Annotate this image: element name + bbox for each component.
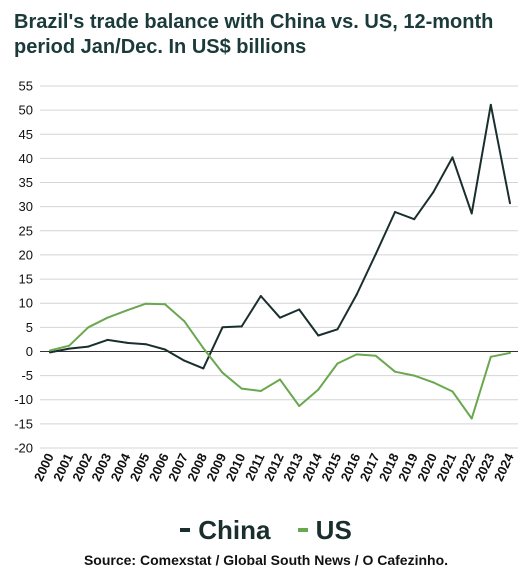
data-point-china xyxy=(509,202,511,205)
data-point-us xyxy=(221,371,224,374)
legend-swatch-china xyxy=(180,528,191,532)
data-point-us xyxy=(509,351,511,354)
x-tick-label: 2024 xyxy=(491,450,517,483)
data-point-china xyxy=(202,367,205,370)
legend: China US xyxy=(0,508,532,546)
series-line-us xyxy=(49,302,511,420)
y-tick-label: 25 xyxy=(19,223,33,238)
data-point-china xyxy=(489,103,492,106)
data-point-us xyxy=(394,370,396,373)
data-point-us xyxy=(355,353,358,356)
legend-label-china: China xyxy=(198,514,271,545)
y-tick-label: 0 xyxy=(26,344,33,359)
legend-label-us: US xyxy=(315,514,352,545)
x-axis-ticks: 2000200120022003200420052006200720082009… xyxy=(31,450,517,483)
data-point-us xyxy=(106,316,109,319)
legend-item-us: US xyxy=(297,514,352,546)
data-point-us xyxy=(87,326,90,329)
data-point-china xyxy=(451,156,454,159)
chart-title: Brazil's trade balance with China vs. US… xyxy=(14,11,494,58)
data-point-china xyxy=(394,210,396,213)
data-point-us xyxy=(125,309,128,312)
series-lines xyxy=(49,103,511,420)
data-point-china xyxy=(125,341,128,344)
data-point-us xyxy=(374,354,377,357)
y-tick-label: 30 xyxy=(19,199,33,214)
data-point-us xyxy=(279,378,281,381)
data-point-china xyxy=(374,252,377,255)
legend-swatch-us xyxy=(297,528,308,532)
data-point-us xyxy=(317,388,320,391)
y-tick-label: -5 xyxy=(21,368,33,383)
data-point-us xyxy=(413,374,416,377)
source-note: Source: Comexstat / Global South News / … xyxy=(83,552,449,568)
data-point-china xyxy=(336,328,339,331)
data-point-china xyxy=(221,326,224,329)
data-point-us xyxy=(164,303,166,306)
y-tick-label: 45 xyxy=(19,127,33,142)
y-tick-label: -15 xyxy=(14,416,33,431)
data-point-us xyxy=(298,405,301,408)
data-point-china xyxy=(413,218,416,221)
y-tick-label: 35 xyxy=(19,175,33,190)
data-point-china xyxy=(144,343,147,346)
y-tick-label: 10 xyxy=(19,296,33,311)
y-tick-label: -20 xyxy=(14,441,33,456)
y-tick-label: 20 xyxy=(19,247,33,262)
data-point-us xyxy=(451,390,454,393)
data-point-china xyxy=(106,338,109,341)
y-tick-label: 5 xyxy=(26,320,33,335)
y-tick-label: 15 xyxy=(19,272,33,287)
data-point-us xyxy=(259,390,262,393)
y-tick-label: 40 xyxy=(19,151,33,166)
data-point-china xyxy=(87,345,90,348)
data-point-china xyxy=(298,308,301,311)
data-point-us xyxy=(240,387,243,390)
data-point-china xyxy=(68,347,71,350)
data-point-us xyxy=(202,347,205,350)
data-point-china xyxy=(432,191,435,194)
data-point-china xyxy=(183,359,186,362)
series-line-china xyxy=(49,103,511,370)
y-tick-label: 55 xyxy=(19,79,33,94)
data-point-us xyxy=(470,417,473,420)
legend-item-china: China xyxy=(180,515,270,546)
data-point-us xyxy=(68,344,71,347)
data-point-us xyxy=(336,362,339,365)
data-point-china xyxy=(279,316,281,319)
data-point-china xyxy=(240,325,243,328)
data-point-china xyxy=(259,294,262,297)
data-point-us xyxy=(49,349,51,352)
y-tick-label: 50 xyxy=(19,103,33,118)
data-point-us xyxy=(489,355,492,358)
data-point-china xyxy=(49,351,51,354)
data-point-china xyxy=(164,348,166,351)
data-point-china xyxy=(317,334,320,337)
y-tick-label: -10 xyxy=(14,392,33,407)
data-point-china xyxy=(470,212,473,215)
data-point-us xyxy=(183,320,186,323)
data-point-us xyxy=(144,302,147,305)
grid-lines xyxy=(40,85,518,449)
data-point-china xyxy=(355,293,358,296)
data-point-us xyxy=(432,381,435,384)
